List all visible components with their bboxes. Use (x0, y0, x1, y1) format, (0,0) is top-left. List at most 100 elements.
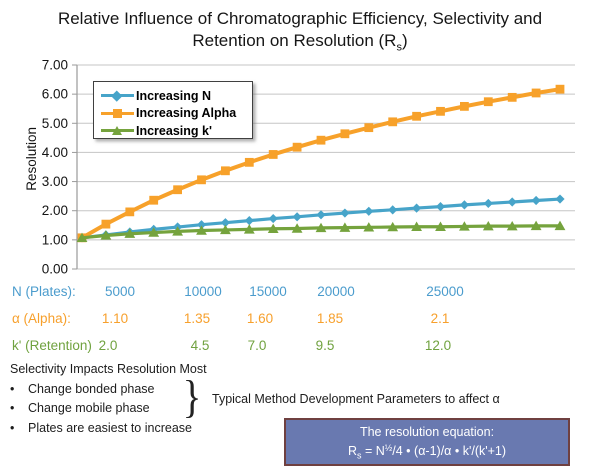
resolution-equation: Rs = N½/4 • (α-1)/α • k'/(k'+1) (347, 442, 507, 461)
bullet-item: • Change mobile phase (10, 401, 150, 415)
diamond-marker (364, 206, 374, 216)
x-axis-value: 2.1 (430, 311, 450, 326)
diamond-marker (292, 212, 302, 222)
triangle-marker (506, 220, 518, 231)
square-marker (173, 185, 182, 195)
diamond-marker (507, 197, 517, 207)
x-axis-value: 20000 (317, 284, 355, 299)
square-marker (292, 142, 302, 152)
triangle-marker (100, 230, 112, 240)
y-tick-label: 2.00 (42, 203, 68, 218)
triangle-marker (291, 223, 303, 233)
chart-title-line2: Retention on Resolution (Rs) (192, 31, 408, 54)
diamond-marker (196, 220, 207, 230)
equation-title: The resolution equation: (359, 425, 495, 439)
triangle-marker (124, 228, 136, 238)
triangle-marker (339, 222, 351, 232)
triangle-marker (435, 221, 446, 231)
triangle-marker (267, 223, 279, 233)
legend-item-increasing-alpha: Increasing Alpha (101, 105, 252, 123)
triangle-marker (76, 232, 88, 243)
diamond-marker (244, 216, 254, 226)
chart-legend: Increasing N Increasing Alpha Increasing… (93, 81, 253, 139)
y-tick-label: 1.00 (42, 232, 68, 247)
diamond-marker (435, 202, 446, 212)
triangle-marker (172, 226, 183, 236)
triangle-marker (148, 227, 160, 237)
triangle-marker (220, 224, 231, 235)
y-tick-label: 5.00 (42, 116, 68, 131)
diamond-marker (459, 200, 469, 210)
x-axis-value: 1.10 (101, 311, 129, 326)
legend-label: Increasing Alpha (136, 106, 237, 121)
square-marker-icon (101, 107, 134, 119)
square-marker (268, 150, 278, 159)
x-axis-row-alpha: α (Alpha): 1.10 1.35 1.60 1.85 2.1 (0, 311, 600, 327)
y-tick-label: 7.00 (42, 58, 68, 73)
triangle-marker (459, 221, 470, 231)
notes-heading: Selectivity Impacts Resolution Most (10, 362, 207, 376)
x-axis-value: 4.5 (190, 338, 210, 353)
legend-label: Increasing N (136, 88, 212, 103)
diamond-marker (531, 195, 541, 206)
legend-label: Increasing k' (136, 123, 212, 138)
square-marker (316, 135, 326, 145)
x-axis-value: 12.0 (424, 338, 452, 353)
x-axis-value: 1.85 (316, 311, 344, 326)
chart-title-line1: Relative Influence of Chromatographic Ef… (57, 9, 543, 28)
x-axis-row-retention: k' (Retention) 2.0 4.5 7.0 9.5 12.0 (0, 338, 600, 354)
square-marker (244, 157, 254, 167)
x-axis-row-label: k' (Retention) (12, 338, 92, 353)
triangle-marker-icon (101, 125, 134, 137)
square-marker (221, 166, 230, 176)
square-marker (125, 207, 135, 217)
bullet-icon: • (10, 401, 15, 415)
triangle-marker (411, 221, 422, 231)
square-marker (555, 84, 565, 94)
square-marker (460, 101, 469, 111)
diamond-marker (220, 218, 230, 228)
square-marker (388, 117, 398, 127)
legend-item-increasing-k: Increasing k' (101, 122, 252, 140)
x-axis-value: 2.0 (98, 338, 118, 353)
x-axis-value: 1.60 (246, 311, 274, 326)
triangle-marker (243, 224, 255, 234)
square-marker (197, 175, 206, 185)
bullet-item: • Plates are easiest to increase (10, 421, 192, 435)
square-marker (507, 92, 517, 102)
square-marker (483, 97, 493, 107)
triangle-marker (196, 225, 207, 235)
square-marker (149, 195, 159, 205)
x-axis-value: 1.35 (183, 311, 211, 326)
x-axis-row-label: N (Plates): (12, 284, 76, 299)
x-axis-row-label: α (Alpha): (12, 311, 71, 326)
diamond-marker (483, 198, 493, 209)
chart-title: Relative Influence of Chromatographic Ef… (0, 8, 600, 55)
triangle-marker (387, 221, 399, 232)
square-marker (412, 111, 421, 121)
bullet-icon: • (10, 421, 15, 435)
x-axis-value: 7.0 (247, 338, 267, 353)
diamond-marker (340, 208, 350, 218)
x-axis-value: 15000 (249, 284, 287, 299)
diamond-marker (316, 210, 326, 220)
brace-note: Typical Method Development Parameters to… (212, 392, 500, 406)
x-axis-value: 9.5 (315, 338, 335, 353)
bullet-icon: • (10, 382, 15, 396)
triangle-marker (315, 222, 327, 233)
y-tick-label: 0.00 (42, 262, 68, 277)
x-axis-value: 10000 (184, 284, 222, 299)
triangle-marker (482, 220, 494, 231)
brace-icon: } (182, 371, 202, 422)
diamond-marker (268, 213, 278, 224)
x-axis-value: 5000 (104, 284, 136, 299)
diamond-marker (555, 194, 565, 204)
triangle-marker (363, 222, 375, 232)
x-axis-value: 25000 (426, 284, 464, 299)
square-marker (101, 219, 111, 229)
square-marker (364, 123, 374, 133)
y-tick-label: 4.00 (42, 145, 68, 160)
square-marker (531, 88, 541, 98)
